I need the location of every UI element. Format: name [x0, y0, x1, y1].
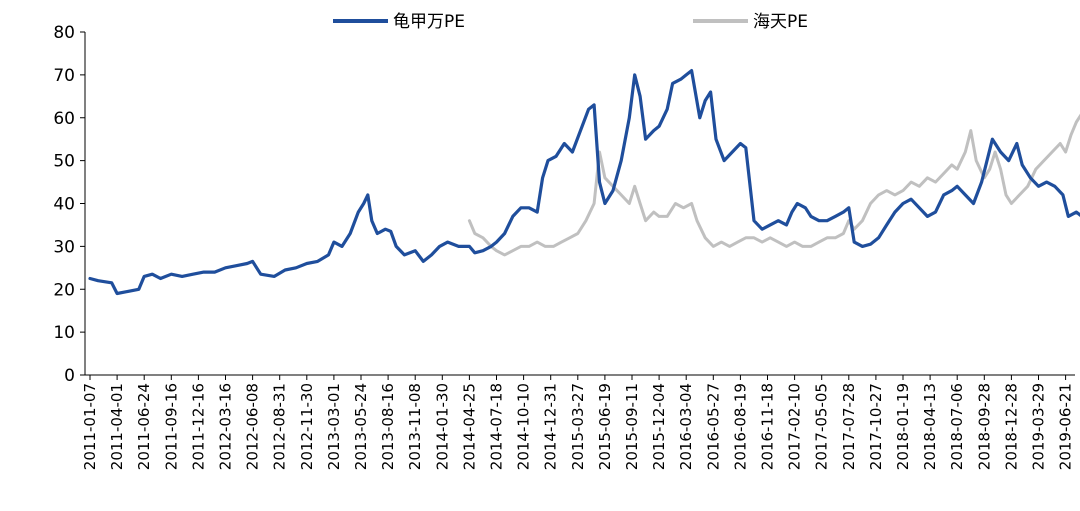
y-tick-label: 0 [64, 366, 75, 386]
x-tick-label: 2015-12-04 [650, 383, 668, 470]
x-tick-label: 2011-01-07 [81, 383, 99, 470]
x-tick-label: 2012-06-08 [244, 383, 262, 470]
x-tick-label: 2019-06-21 [1057, 383, 1075, 470]
x-tick-label: 2011-04-01 [108, 383, 126, 470]
x-tick-label: 2018-04-13 [921, 383, 939, 470]
x-tick-label: 2017-10-27 [867, 383, 885, 470]
x-tick-label: 2014-10-10 [515, 383, 533, 470]
x-tick-label: 2018-09-28 [975, 383, 993, 470]
series-line-haitian [467, 113, 1080, 257]
legend-label-kikkoman: 龟甲万PE [393, 12, 465, 32]
x-tick-label: 2014-12-31 [542, 383, 560, 470]
legend: 龟甲万PE 海天PE [333, 12, 808, 32]
x-tick-label: 2016-05-27 [704, 383, 722, 470]
series-line-kikkoman [88, 69, 1080, 296]
x-tick-label: 2011-12-16 [189, 383, 207, 470]
x-tick-label: 2014-07-18 [488, 383, 506, 470]
y-tick-label: 40 [53, 195, 75, 215]
x-tick-label: 2014-04-25 [460, 383, 478, 470]
x-tick-label: 2013-05-24 [352, 383, 370, 470]
x-tick-label: 2011-09-16 [162, 383, 180, 470]
x-tick-label: 2012-08-31 [271, 383, 289, 470]
x-tick-label: 2017-07-28 [840, 383, 858, 470]
x-tick-label: 2013-08-16 [379, 383, 397, 470]
y-tick-label: 50 [53, 152, 75, 172]
y-axis: 0 10 20 30 40 50 60 70 80 [53, 23, 86, 386]
x-tick-label: 2018-07-06 [948, 383, 966, 470]
x-tick-label: 2013-11-08 [406, 383, 424, 470]
x-tick-label: 2015-03-27 [569, 383, 587, 470]
y-tick-label: 80 [53, 23, 75, 43]
x-tick-label: 2015-09-11 [623, 383, 641, 470]
x-tick-label: 2012-11-30 [298, 383, 316, 470]
x-tick-label: 2017-02-10 [786, 383, 804, 470]
x-tick-label: 2019-03-29 [1030, 383, 1048, 470]
series-layer [88, 69, 1080, 296]
y-tick-label: 10 [53, 323, 75, 343]
y-tick-label: 70 [53, 66, 75, 86]
x-tick-label: 2013-03-01 [325, 383, 343, 470]
x-tick-label: 2018-12-28 [1002, 383, 1020, 470]
x-axis: 2011-01-07 2011-04-01 2011-06-24 2011-09-16… [81, 374, 1075, 470]
x-tick-label: 2011-06-24 [135, 383, 153, 470]
y-tick-label: 60 [53, 109, 75, 129]
y-tick-label: 30 [53, 237, 75, 257]
y-tick-label: 20 [53, 280, 75, 300]
x-tick-label: 2016-03-04 [677, 383, 695, 470]
x-tick-label: 2016-11-18 [759, 383, 777, 470]
x-tick-label: 2014-01-30 [433, 383, 451, 470]
x-tick-label: 2017-05-05 [813, 383, 831, 470]
x-tick-label: 2016-08-19 [731, 383, 749, 470]
x-tick-label: 2015-06-19 [596, 383, 614, 470]
legend-label-haitian: 海天PE [753, 12, 808, 32]
x-tick-label: 2018-01-19 [894, 383, 912, 470]
x-tick-label: 2012-03-16 [217, 383, 235, 470]
